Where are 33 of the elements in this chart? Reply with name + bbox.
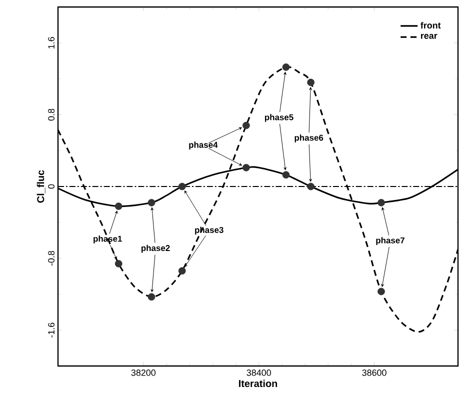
point xyxy=(178,182,186,190)
annotation: phase5 xyxy=(264,114,294,122)
point xyxy=(114,260,122,268)
point xyxy=(282,171,290,179)
point xyxy=(148,293,156,301)
y-tick-label: -0.8 xyxy=(48,250,54,266)
y-tick-label: -1.6 xyxy=(48,322,54,338)
x-tick-label: 38200 xyxy=(131,370,156,376)
point xyxy=(378,198,385,206)
point xyxy=(282,63,290,71)
point xyxy=(307,182,314,190)
point xyxy=(307,78,314,86)
annotation: phase3 xyxy=(195,226,224,235)
point xyxy=(148,198,156,206)
x-axis-title: Iteration xyxy=(239,380,278,388)
point xyxy=(242,122,250,130)
x-tick-label: 38400 xyxy=(246,370,271,376)
legend-label: rear xyxy=(421,34,438,39)
y-tick-label: 1.6 xyxy=(48,37,54,48)
y-tick-label: 0 xyxy=(48,184,54,189)
x-tick-label: 38600 xyxy=(362,370,386,376)
annotation: phase6 xyxy=(294,134,324,142)
annotation: phase7 xyxy=(376,237,404,246)
point xyxy=(378,288,385,296)
legend-label: front xyxy=(420,22,441,29)
point xyxy=(178,267,186,275)
point xyxy=(114,202,122,210)
annotation: phase2 xyxy=(141,244,170,253)
annotation: phase4 xyxy=(189,142,218,150)
y-tick-label: 0.8 xyxy=(48,108,54,121)
y-axis-title: Cl_fluc xyxy=(36,170,46,203)
annotation: phase1 xyxy=(94,236,122,244)
point xyxy=(242,164,250,172)
